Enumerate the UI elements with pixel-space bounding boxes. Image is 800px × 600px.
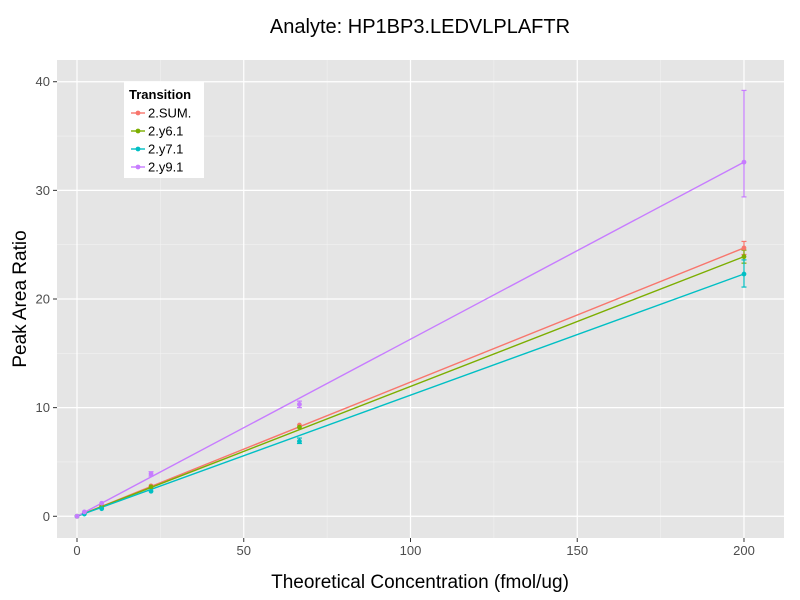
data-point (99, 500, 105, 506)
fit-line-2.y7.1 (76, 273, 745, 517)
data-point (741, 271, 747, 277)
data-points (74, 159, 747, 519)
x-tick-label: 50 (237, 543, 251, 558)
y-axis: 0 10 20 30 40 (36, 74, 57, 524)
data-point (148, 488, 154, 494)
data-point (297, 424, 302, 430)
data-point (297, 438, 302, 444)
chart-title: Analyte: HP1BP3.LEDVLPLAFTR (270, 16, 570, 38)
data-point (99, 506, 105, 512)
legend-label: 2.y7.1 (148, 142, 183, 157)
fit-line-2.y9.1 (76, 161, 745, 517)
legend-label: 2.y6.1 (148, 124, 183, 139)
legend-label: 2.SUM. (148, 106, 191, 121)
legend-key-point (135, 128, 141, 134)
x-tick-label: 200 (733, 543, 755, 558)
legend: Transition 2.SUM. 2.y6.1 2.y7.1 2.y9.1 (124, 82, 204, 178)
y-tick-label: 0 (43, 509, 50, 524)
legend-key-point (135, 146, 141, 152)
data-point (81, 509, 87, 515)
x-axis-title: Theoretical Concentration (fmol/ug) (271, 572, 569, 593)
x-tick-label: 0 (73, 543, 80, 558)
data-point (741, 254, 747, 260)
fit-lines (76, 161, 745, 517)
legend-key-point (135, 110, 141, 116)
data-point (148, 484, 154, 490)
y-tick-label: 40 (36, 74, 50, 89)
fit-line-2.y6.1 (76, 255, 745, 517)
data-point (741, 159, 747, 165)
data-point (741, 245, 747, 251)
x-tick-label: 100 (400, 543, 422, 558)
legend-key-point (135, 164, 141, 170)
y-tick-label: 30 (36, 183, 50, 198)
x-tick-label: 150 (566, 543, 588, 558)
y-tick-label: 10 (36, 400, 50, 415)
fit-line-2.SUM. (76, 247, 745, 517)
data-point (148, 471, 154, 477)
legend-label: 2.y9.1 (148, 160, 183, 175)
x-axis: 0 50 100 150 200 (73, 538, 755, 558)
legend-title: Transition (129, 87, 191, 102)
data-point (74, 513, 80, 519)
y-tick-label: 20 (36, 292, 50, 307)
data-point (297, 401, 302, 407)
y-axis-title: Peak Area Ratio (10, 230, 31, 367)
